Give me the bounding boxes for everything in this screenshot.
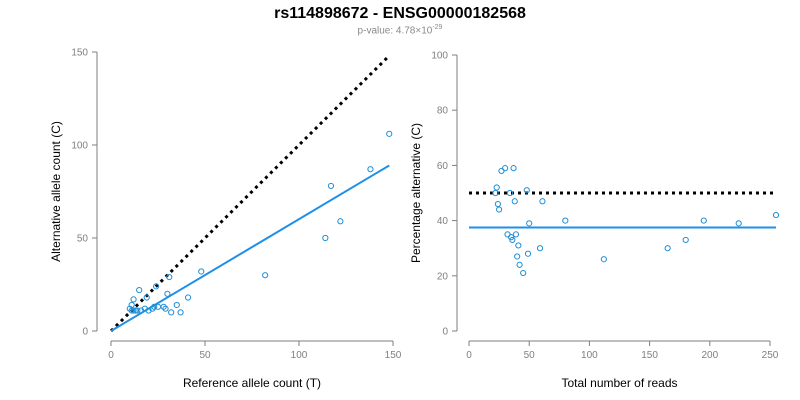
data-point (153, 283, 160, 290)
data-point (515, 242, 522, 249)
reference-line (109, 54, 391, 333)
data-point (700, 217, 707, 224)
data-point (502, 165, 509, 172)
data-point (164, 290, 171, 297)
data-point (166, 273, 173, 281)
chart-title: rs114898672 - ENSG00000182568 (274, 5, 526, 22)
y-tick-label: 100 (71, 141, 88, 152)
x-tick-label: 50 (199, 350, 211, 361)
data-point (536, 245, 544, 252)
data-point (514, 253, 521, 260)
data-point (141, 305, 148, 312)
data-point (682, 236, 689, 244)
data-point (600, 256, 607, 263)
x-tick-label: 150 (385, 350, 402, 361)
data-point (327, 182, 335, 190)
y-tick-label: 80 (437, 106, 449, 117)
x-tick-label: 150 (641, 350, 658, 361)
x-tick-label: 200 (701, 350, 718, 361)
fit-line (110, 164, 390, 332)
data-point (504, 231, 511, 238)
data-point (492, 189, 499, 197)
data-point (506, 189, 514, 197)
data-point (130, 296, 137, 303)
data-point (664, 245, 671, 252)
y-tick-label: 40 (437, 216, 449, 227)
data-point (168, 309, 175, 316)
data-point (772, 211, 780, 219)
data-point (524, 250, 532, 257)
data-point (562, 217, 569, 224)
data-point (145, 307, 152, 314)
data-point (136, 286, 143, 294)
data-point (262, 272, 269, 279)
y-tick-label: 60 (437, 161, 449, 172)
y-tick-label: 20 (437, 271, 449, 282)
data-point (134, 307, 141, 314)
percentage-panel: 0 50 100 150 200 250 0 20 40 60 80 100 Total number … (409, 51, 780, 390)
data-point (160, 303, 167, 310)
data-point (512, 231, 520, 238)
data-point (162, 305, 169, 312)
data-point (510, 165, 517, 172)
allele-count-panel: 0 50 100 150 0 50 100 150 Reference allele count… (49, 48, 402, 391)
y-axis-title: Percentage alternative (C) (409, 123, 423, 263)
x-tick-label: 250 (762, 350, 779, 361)
pvalue-text: p-value: 4.78×10 (357, 25, 433, 37)
y-axis-title: Alternative allele count (C) (49, 121, 63, 262)
y-tick-label: 0 (82, 327, 88, 338)
data-point (526, 220, 533, 227)
data-point (322, 234, 329, 242)
data-point (511, 198, 518, 205)
data-point (493, 184, 500, 191)
data-point (151, 303, 158, 310)
x-tick-label: 0 (466, 350, 472, 361)
data-point (149, 305, 156, 312)
data-point (173, 301, 180, 309)
y-tick-label: 100 (431, 51, 448, 62)
y-tick-label: 0 (442, 327, 448, 338)
x-tick-label: 50 (524, 350, 536, 361)
data-point (520, 269, 527, 277)
data-point (337, 218, 344, 225)
data-point (509, 236, 516, 244)
data-point (198, 268, 205, 275)
x-tick-label: 0 (108, 350, 114, 361)
data-point (523, 187, 530, 194)
data-point (137, 307, 145, 314)
x-tick-label: 100 (581, 350, 598, 361)
data-point (154, 303, 162, 310)
data-point (498, 167, 505, 175)
data-point (126, 305, 133, 312)
x-axis-title: Total number of reads (561, 376, 677, 390)
x-axis-title: Reference allele count (T) (183, 376, 321, 390)
data-point (516, 261, 523, 268)
data-point (496, 206, 503, 213)
data-point (130, 307, 137, 314)
data-point (143, 294, 150, 301)
pvalue-exponent: -29 (432, 24, 443, 31)
data-point (367, 166, 374, 173)
data-point (735, 220, 742, 227)
pvalue-subtitle: p-value: 4.78×10-29 (0, 24, 800, 36)
y-tick-label: 50 (77, 234, 89, 245)
x-tick-label: 100 (291, 350, 308, 361)
y-tick-label: 150 (71, 48, 88, 59)
data-point (494, 200, 501, 208)
data-point (177, 309, 184, 316)
data-point (184, 294, 192, 301)
data-point (386, 130, 393, 137)
data-point (539, 198, 546, 205)
